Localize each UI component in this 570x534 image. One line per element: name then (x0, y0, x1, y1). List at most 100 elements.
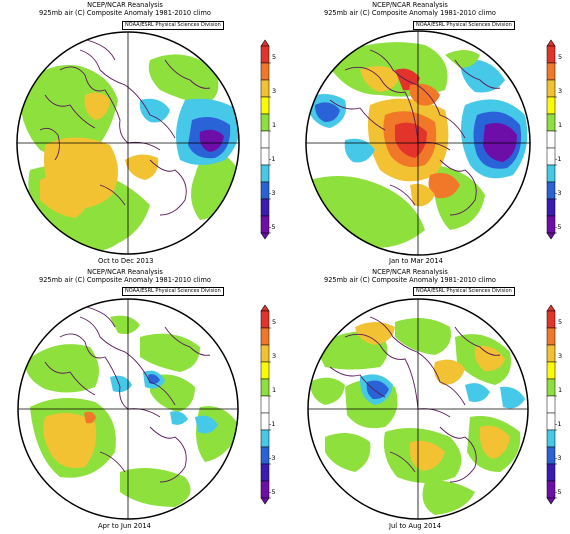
coastlines (329, 49, 501, 216)
colorbar-segment (546, 378, 556, 397)
title-line-1: NCEP/NCAR Reanalysis (87, 268, 163, 276)
colorbar-segment (260, 480, 270, 499)
colorbar-cap-bottom (260, 497, 270, 505)
polar-map (307, 298, 557, 520)
map-panel-apr-jun-2014: NCEP/NCAR Reanalysis 925mb air (C) Compo… (0, 267, 285, 534)
title-line-2: 925mb air (C) Composite Anomaly 1981-201… (39, 276, 211, 284)
colorbar-cap-top (546, 304, 556, 312)
credit-box: NOAA/ESRL Physical Sciences Division (413, 21, 515, 30)
colorbar-segment (546, 412, 556, 431)
colorbar-segment (260, 463, 270, 482)
colorbar-segment (546, 164, 556, 183)
colorbar-segment (546, 344, 556, 363)
title-line-2: 925mb air (C) Composite Anomaly 1981-201… (39, 9, 211, 17)
colorbar-segment (260, 378, 270, 397)
colorbar (260, 304, 271, 505)
colorbar-cap-bottom (546, 497, 556, 505)
panel-title: NCEP/NCAR Reanalysis 925mb air (C) Compo… (0, 1, 250, 17)
colorbar-cap-top (546, 39, 556, 47)
title-line-1: NCEP/NCAR Reanalysis (372, 1, 448, 9)
polar-map (16, 31, 271, 255)
period-label: Apr to Jun 2014 (98, 522, 151, 530)
colorbar-segment (260, 327, 270, 346)
colorbar-tick: 5 (558, 318, 563, 326)
colorbar-tick: -3 (555, 454, 562, 462)
colorbar-segment (546, 198, 556, 217)
colorbar-segment (260, 446, 270, 465)
panel-title: NCEP/NCAR Reanalysis 925mb air (C) Compo… (285, 1, 535, 17)
colorbar-tick: 3 (272, 87, 277, 95)
colorbar-segment (546, 79, 556, 98)
map-boundary (305, 30, 531, 256)
title-line-1: NCEP/NCAR Reanalysis (87, 1, 163, 9)
colorbar-segment (260, 164, 270, 183)
colorbar-segment (260, 429, 270, 448)
colorbar-segment (260, 215, 270, 234)
colorbar-segment (546, 446, 556, 465)
colorbar-segment (260, 45, 270, 64)
colorbar-cap-top (260, 39, 270, 47)
colorbar-segment (546, 310, 556, 329)
colorbar-segment (260, 130, 270, 149)
colorbar-segment (546, 361, 556, 380)
colorbar-tick: -5 (269, 223, 276, 231)
colorbar-tick: 1 (272, 386, 277, 394)
colorbar-segment (546, 45, 556, 64)
map-panel-oct-dec-2013: NCEP/NCAR Reanalysis 925mb air (C) Compo… (0, 0, 285, 267)
credit-box: NOAA/ESRL Physical Sciences Division (122, 287, 224, 296)
period-label: Oct to Dec 2013 (98, 257, 154, 265)
anomaly-field (306, 42, 528, 248)
colorbar-tick: 5 (272, 53, 277, 61)
polar-map (305, 30, 557, 256)
colorbar-segment (260, 344, 270, 363)
colorbar-segment (546, 215, 556, 234)
period-label: Jan to Mar 2014 (389, 257, 443, 265)
colorbar-tick: 3 (558, 87, 563, 95)
colorbar-segment (260, 361, 270, 380)
colorbar-segment (260, 412, 270, 431)
colorbar-tick: 3 (272, 352, 277, 360)
colorbar-tick: -1 (555, 420, 562, 428)
map-boundary (17, 298, 239, 520)
colorbar-tick: -3 (269, 454, 276, 462)
period-label: Jul to Aug 2014 (389, 522, 442, 530)
colorbar-cap-bottom (546, 232, 556, 240)
colorbar-segment (260, 79, 270, 98)
panel-title: NCEP/NCAR Reanalysis 925mb air (C) Compo… (0, 268, 250, 284)
colorbar-tick: 1 (272, 121, 277, 129)
colorbar-cap-bottom (260, 232, 270, 240)
colorbar-segment (260, 198, 270, 217)
credit-box: NOAA/ESRL Physical Sciences Division (413, 287, 515, 296)
colorbar-tick: -3 (555, 189, 562, 197)
colorbar-cap-top (260, 304, 270, 312)
polar-map (17, 298, 271, 520)
colorbar-segment (546, 463, 556, 482)
colorbar-tick: -3 (269, 189, 276, 197)
title-line-2: 925mb air (C) Composite Anomaly 1981-201… (324, 276, 496, 284)
colorbar-segment (260, 147, 270, 166)
colorbar-segment (260, 181, 270, 200)
colorbar-segment (546, 480, 556, 499)
colorbar-segment (546, 395, 556, 414)
colorbar-segment (260, 62, 270, 81)
anomaly-field (310, 318, 525, 515)
colorbar-segment (546, 181, 556, 200)
colorbar-tick: -5 (269, 488, 276, 496)
colorbar-segment (260, 310, 270, 329)
colorbar (260, 39, 271, 240)
colorbar-segment (546, 96, 556, 115)
colorbar (546, 304, 557, 505)
colorbar (546, 39, 557, 240)
colorbar-tick: 5 (558, 53, 563, 61)
colorbar-tick: 5 (272, 318, 277, 326)
colorbar-segment (546, 147, 556, 166)
colorbar-segment (546, 429, 556, 448)
colorbar-tick: 3 (558, 352, 563, 360)
colorbar-segment (260, 96, 270, 115)
colorbar-segment (546, 113, 556, 132)
colorbar-tick: 1 (558, 386, 563, 394)
map-boundary (307, 298, 529, 520)
colorbar-segment (546, 327, 556, 346)
title-line-1: NCEP/NCAR Reanalysis (372, 268, 448, 276)
colorbar-tick: -1 (269, 155, 276, 163)
